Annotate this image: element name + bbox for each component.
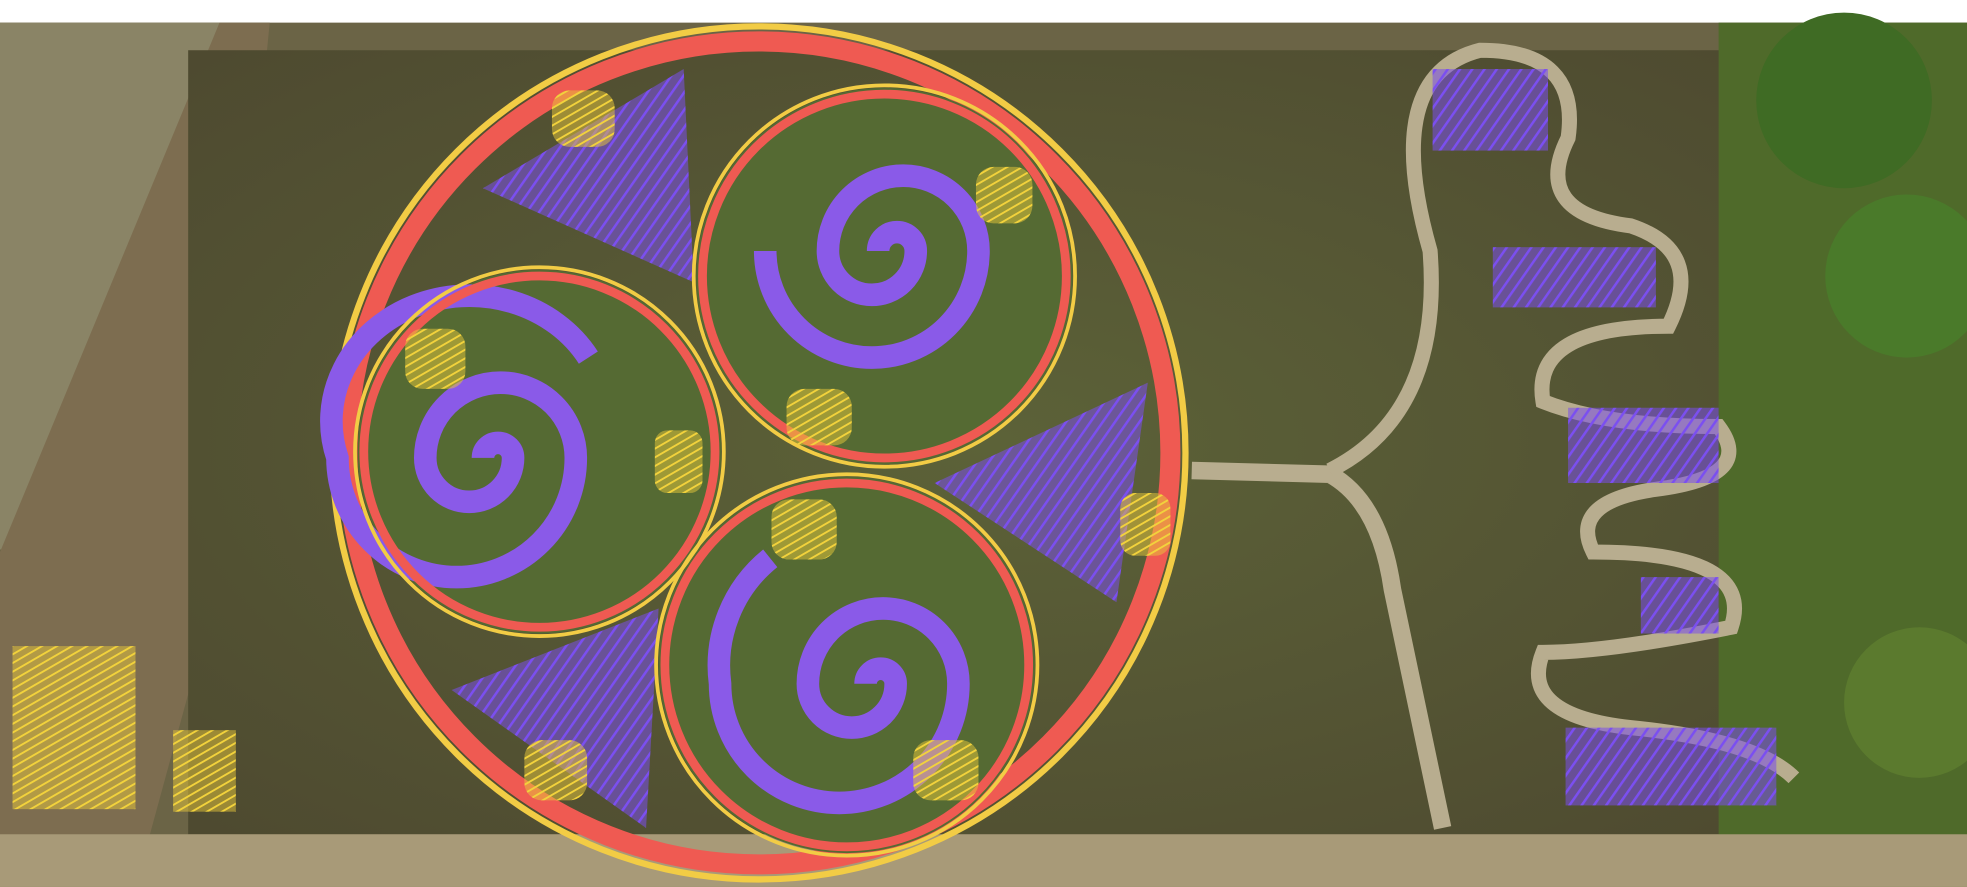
tree-canopy	[1756, 12, 1932, 189]
purple-rectangle	[1432, 69, 1549, 151]
yellow-patch	[173, 730, 236, 812]
path	[1191, 461, 1452, 830]
yellow-patch	[551, 90, 615, 147]
yellow-patch	[405, 328, 466, 389]
purple-rectangles	[1432, 69, 1777, 806]
yellow-patch	[524, 740, 588, 801]
yellow-ring	[353, 265, 726, 638]
yellow-patch	[975, 166, 1033, 224]
purple-rectangle	[1568, 407, 1719, 484]
tree-canopy	[1825, 194, 1967, 358]
purple-triangle	[482, 69, 694, 283]
yellow-patches	[12, 90, 1171, 812]
yellow-patch	[913, 740, 979, 801]
yellow-ring	[691, 83, 1077, 469]
yellow-patch	[654, 430, 703, 494]
yellow-ring	[654, 472, 1040, 858]
purple-spiral	[707, 549, 970, 815]
yellow-patch	[12, 646, 136, 810]
yellow-patch	[1120, 493, 1171, 556]
purple-rectangle	[1492, 247, 1656, 308]
purple-triangle	[934, 382, 1148, 603]
red-ring	[660, 478, 1034, 852]
red-ring	[359, 271, 720, 632]
purple-spiral	[753, 164, 990, 369]
red-ring	[698, 89, 1071, 463]
purple-rectangle	[1640, 577, 1719, 634]
purple-triangle	[451, 608, 659, 828]
purple-rectangle	[1565, 727, 1777, 806]
bottom-road	[0, 834, 1967, 887]
yellow-patch	[771, 499, 837, 560]
yellow-patch	[786, 388, 852, 446]
tree-canopy	[1844, 627, 1967, 778]
purple-spiral	[320, 284, 598, 589]
